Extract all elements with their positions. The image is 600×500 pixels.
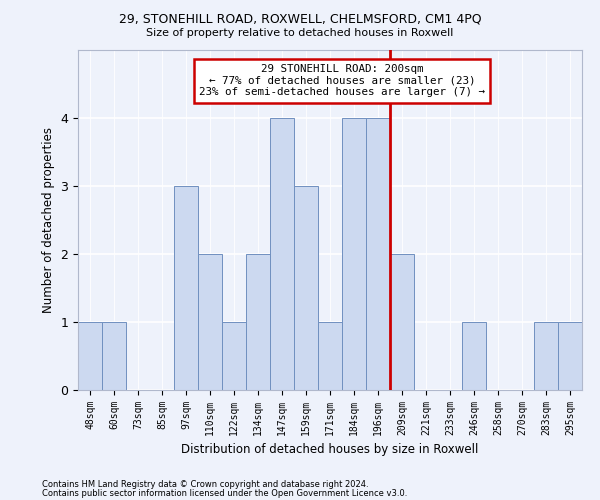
Bar	[366, 118, 390, 390]
Text: Contains HM Land Registry data © Crown copyright and database right 2024.: Contains HM Land Registry data © Crown c…	[42, 480, 368, 489]
Bar	[78, 322, 102, 390]
Bar	[222, 322, 246, 390]
Bar	[318, 322, 342, 390]
X-axis label: Distribution of detached houses by size in Roxwell: Distribution of detached houses by size …	[181, 444, 479, 456]
Text: Contains public sector information licensed under the Open Government Licence v3: Contains public sector information licen…	[42, 489, 407, 498]
Bar	[270, 118, 294, 390]
Bar	[534, 322, 558, 390]
Bar	[390, 254, 414, 390]
Bar	[462, 322, 486, 390]
Bar	[294, 186, 318, 390]
Bar	[342, 118, 366, 390]
Y-axis label: Number of detached properties: Number of detached properties	[42, 127, 55, 313]
Text: 29 STONEHILL ROAD: 200sqm
← 77% of detached houses are smaller (23)
23% of semi-: 29 STONEHILL ROAD: 200sqm ← 77% of detac…	[199, 64, 485, 97]
Bar	[246, 254, 270, 390]
Bar	[174, 186, 198, 390]
Text: Size of property relative to detached houses in Roxwell: Size of property relative to detached ho…	[146, 28, 454, 38]
Bar	[102, 322, 126, 390]
Text: 29, STONEHILL ROAD, ROXWELL, CHELMSFORD, CM1 4PQ: 29, STONEHILL ROAD, ROXWELL, CHELMSFORD,…	[119, 12, 481, 26]
Bar	[198, 254, 222, 390]
Bar	[558, 322, 582, 390]
